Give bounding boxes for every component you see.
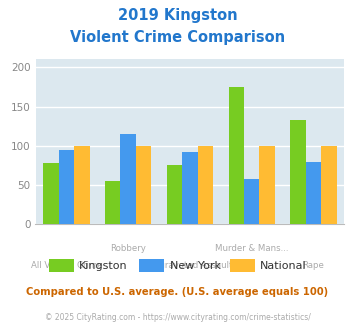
Text: Murder & Mans...: Murder & Mans... [215,244,289,253]
Bar [136,146,151,224]
Text: Rape: Rape [302,261,324,270]
Bar [229,87,244,224]
Bar [244,179,260,224]
Text: National: National [260,261,307,271]
Bar [120,134,136,224]
Text: All Violent Crime: All Violent Crime [31,261,102,270]
Bar [198,146,213,224]
Bar [74,146,89,224]
Text: Kingston: Kingston [79,261,127,271]
Text: Compared to U.S. average. (U.S. average equals 100): Compared to U.S. average. (U.S. average … [26,287,329,297]
Bar [290,120,306,224]
Bar [43,163,59,224]
Text: © 2025 CityRating.com - https://www.cityrating.com/crime-statistics/: © 2025 CityRating.com - https://www.city… [45,313,310,322]
Bar [105,181,120,224]
Text: Aggravated Assault: Aggravated Assault [148,261,232,270]
Text: 2019 Kingston: 2019 Kingston [118,8,237,23]
Bar [260,146,275,224]
Bar [182,152,198,224]
Text: Violent Crime Comparison: Violent Crime Comparison [70,30,285,45]
Text: New York: New York [170,261,220,271]
Bar [306,162,321,224]
Bar [321,146,337,224]
Bar [59,150,74,224]
Bar [167,165,182,224]
Text: Robbery: Robbery [110,244,146,253]
